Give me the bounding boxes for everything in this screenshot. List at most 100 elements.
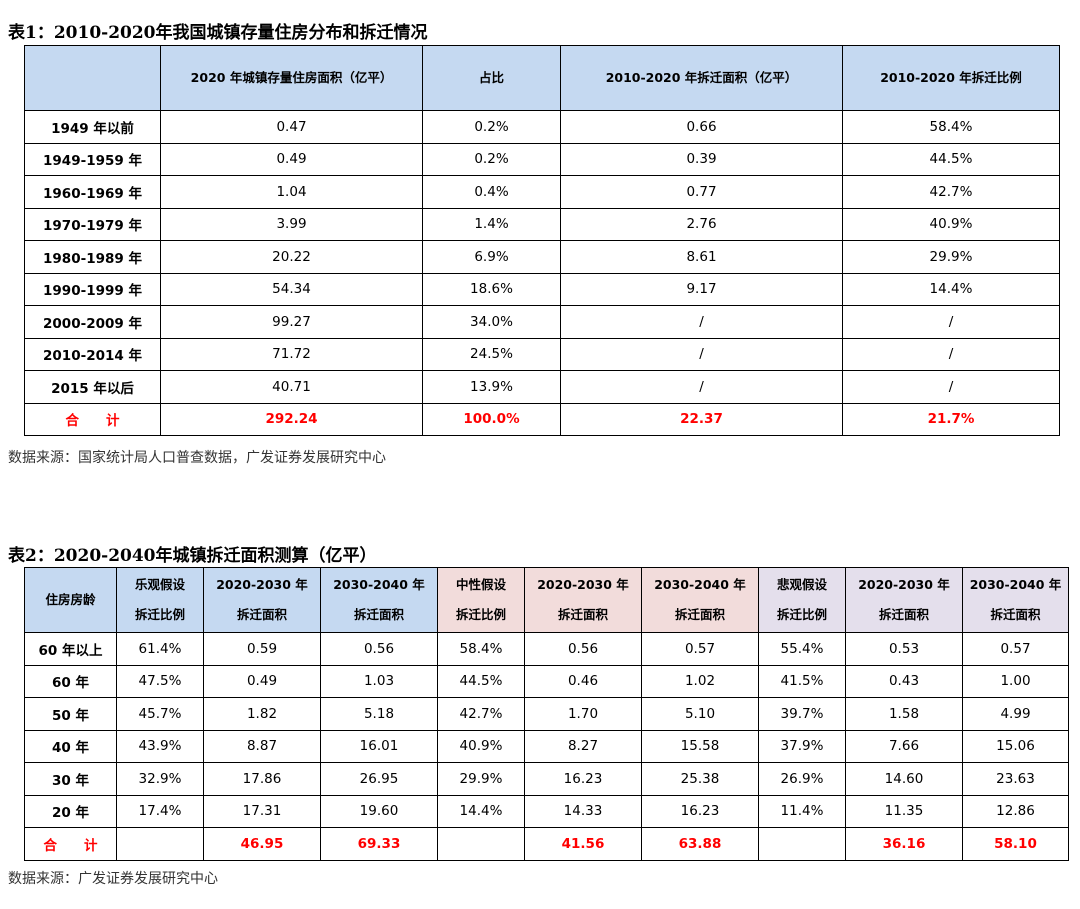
table-cell: 29.9% [437,762,525,796]
table-cell: / [842,370,1060,404]
row-label: 60 年 [24,664,117,698]
table-cell: 47.5% [116,664,204,698]
table-cell: 23.63 [962,762,1069,796]
table-row: 1980-1989 年 20.22 6.9% 8.61 29.9% [24,240,1060,274]
table-cell: 0.43 [845,664,963,698]
header-cell: 悲观假设拆迁比例 [758,567,846,633]
table-row: 1949-1959 年 0.49 0.2% 0.39 44.5% [24,142,1060,176]
table-cell: 0.4% [422,175,561,209]
table-cell: 3.99 [160,207,423,241]
table-cell: 26.9% [758,762,846,796]
table-cell: 0.66 [560,110,843,144]
table-cell: 43.9% [116,729,204,763]
total-cell: 100.0% [422,402,561,436]
table-cell: 54.34 [160,272,423,306]
table-row: 2010-2014 年 71.72 24.5% / / [24,337,1060,371]
table-cell: 20.22 [160,240,423,274]
row-label: 1949 年以前 [24,110,161,144]
table-row: 40 年 43.9% 8.87 16.01 40.9% 8.27 15.58 37.9% 7.6… [24,729,1069,763]
header-cell: 住房房龄 [24,567,117,633]
table-row: 1990-1999 年 54.34 18.6% 9.17 14.4% [24,272,1060,306]
table-cell: / [560,305,843,339]
table-cell: 71.72 [160,337,423,371]
header-cell: 中性假设拆迁比例 [437,567,525,633]
table-cell: 0.57 [641,632,759,666]
table-cell: 2.76 [560,207,843,241]
total-cell: 292.24 [160,402,423,436]
row-label: 1949-1959 年 [24,142,161,176]
table-cell: 9.17 [560,272,843,306]
table-row: 30 年 32.9% 17.86 26.95 29.9% 16.23 25.38 26.9% 1… [24,762,1069,796]
total-label: 合 计 [24,402,161,436]
table-cell: 44.5% [842,142,1060,176]
table-row: 2000-2009 年 99.27 34.0% / / [24,305,1060,339]
table2-title: 表2：2020-2040年城镇拆迁面积测算（亿平） [8,546,377,566]
header-cell: 2020-2030 年拆迁面积 [845,567,963,633]
table-cell: 37.9% [758,729,846,763]
row-label: 2010-2014 年 [24,337,161,371]
table-cell: 40.71 [160,370,423,404]
row-label: 1980-1989 年 [24,240,161,274]
table-cell: 0.56 [524,632,642,666]
header-cell: 2020 年城镇存量住房面积（亿平） [160,45,423,111]
table1-source: 数据来源：国家统计局人口普查数据，广发证券发展研究中心 [8,450,386,466]
table-cell: 6.9% [422,240,561,274]
table-cell: 24.5% [422,337,561,371]
row-label: 2015 年以后 [24,370,161,404]
row-label: 60 年以上 [24,632,117,666]
total-cell: 22.37 [560,402,843,436]
table-cell: 1.00 [962,664,1069,698]
header-cell [24,45,161,111]
table-cell: / [560,370,843,404]
table-cell: / [842,305,1060,339]
housing-stock-table: 2020 年城镇存量住房面积（亿平） 占比 2010-2020 年拆迁面积（亿平… [24,45,1060,436]
table-cell: 0.47 [160,110,423,144]
table-cell: 44.5% [437,664,525,698]
table-cell: 8.27 [524,729,642,763]
total-row: 合 计 292.24 100.0% 22.37 21.7% [24,402,1060,436]
table-cell: 16.01 [320,729,438,763]
row-label: 20 年 [24,794,117,828]
table-cell: 0.59 [203,632,321,666]
table-cell: / [842,337,1060,371]
table-cell: 1.58 [845,697,963,731]
table-cell: 0.57 [962,632,1069,666]
row-label: 2000-2009 年 [24,305,161,339]
table-cell: 13.9% [422,370,561,404]
table-cell: 1.02 [641,664,759,698]
table-cell: 1.82 [203,697,321,731]
table-cell: 40.9% [437,729,525,763]
header-cell: 2030-2040 年拆迁面积 [641,567,759,633]
table-cell: 19.60 [320,794,438,828]
total-cell: 21.7% [842,402,1060,436]
table-cell: 12.86 [962,794,1069,828]
table-cell: 61.4% [116,632,204,666]
table-cell: 1.70 [524,697,642,731]
table-row: 50 年 45.7% 1.82 5.18 42.7% 1.70 5.10 39.7% 1.58 4… [24,697,1069,731]
table-cell: 99.27 [160,305,423,339]
table-cell: 42.7% [842,175,1060,209]
table-cell: 29.9% [842,240,1060,274]
table-cell: 0.2% [422,110,561,144]
table-cell: 4.99 [962,697,1069,731]
table-cell: 14.60 [845,762,963,796]
table-cell: 8.87 [203,729,321,763]
table-row: 60 年以上 61.4% 0.59 0.56 58.4% 0.56 0.57 55.4% 0.5… [24,632,1069,666]
total-label: 合 计 [24,827,117,861]
table-cell: 0.53 [845,632,963,666]
total-cell: 36.16 [845,827,963,861]
table-cell: 5.18 [320,697,438,731]
total-cell [116,827,204,861]
table-cell: 55.4% [758,632,846,666]
table-cell: 58.4% [842,110,1060,144]
table-cell: / [560,337,843,371]
total-cell [758,827,846,861]
table-cell: 18.6% [422,272,561,306]
demolition-estimate-table: 住房房龄 乐观假设拆迁比例 2020-2030 年拆迁面积 2030-2040 … [24,567,1069,861]
table-cell: 0.46 [524,664,642,698]
row-label: 1970-1979 年 [24,207,161,241]
row-label: 50 年 [24,697,117,731]
table-row: 1970-1979 年 3.99 1.4% 2.76 40.9% [24,207,1060,241]
table-header-row: 住房房龄 乐观假设拆迁比例 2020-2030 年拆迁面积 2030-2040 … [24,567,1069,633]
header-cell: 2030-2040 年拆迁面积 [962,567,1069,633]
